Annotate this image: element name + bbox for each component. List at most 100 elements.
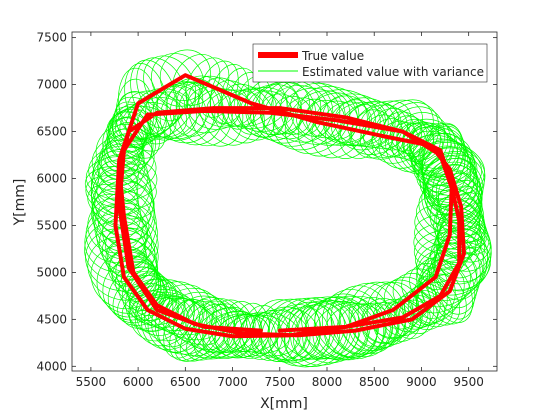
variance-ellipse (415, 236, 471, 276)
y-tick-label: 5500 (36, 218, 67, 232)
variance-ellipse (411, 140, 474, 181)
plot-area-frame (71, 31, 498, 372)
variance-ellipse (233, 87, 285, 138)
variance-ellipse (221, 83, 276, 141)
legend-label-estimate: Estimated value with variance (302, 65, 484, 79)
variance-ellipse (107, 111, 156, 166)
variance-ellipse (159, 49, 211, 101)
variance-ellipse (313, 293, 378, 361)
y-tick-label: 7000 (36, 78, 67, 92)
variance-ellipse (272, 87, 341, 151)
variance-ellipse (246, 90, 294, 136)
variance-ellipse (424, 164, 482, 221)
variance-ellipse (185, 297, 242, 358)
variance-ellipse (418, 184, 483, 238)
variance-ellipse (229, 72, 274, 135)
true-value-path (113, 73, 466, 339)
variance-ellipse (323, 101, 372, 143)
variance-ellipse (349, 100, 412, 155)
variance-ellipse (293, 300, 361, 366)
variance-ellipse (124, 63, 168, 135)
y-tick-label: 6000 (36, 171, 67, 185)
x-tick-label: 5500 (76, 375, 107, 389)
x-axis-label: X[mm] (260, 396, 308, 412)
variance-ellipse (393, 299, 431, 339)
variance-ellipse (373, 301, 414, 345)
variance-ellipse (175, 75, 233, 147)
y-axis: 4000 4500 5000 5500 6000 6500 7000 7500 (36, 31, 497, 373)
variance-ellipse (409, 133, 472, 177)
legend: True value Estimated value with variance (252, 43, 488, 83)
variance-ellipse (88, 145, 157, 193)
variance-ellipse (155, 287, 222, 355)
variance-ellipse (125, 274, 180, 332)
x-tick-label: 6500 (170, 375, 201, 389)
variance-ellipse (187, 75, 244, 147)
variance-ellipse (435, 228, 489, 292)
legend-label-true: True value (301, 49, 364, 63)
variance-ellipse (101, 215, 146, 260)
variance-ellipse (220, 67, 261, 130)
variance-ellipse (253, 82, 316, 144)
x-tick-label: 8000 (312, 375, 343, 389)
variance-ellipse (297, 300, 357, 360)
variance-ellipse (413, 229, 477, 269)
variance-ellipse (105, 226, 146, 269)
y-tick-label: 4500 (36, 312, 67, 326)
variance-ellipse (95, 124, 153, 177)
x-axis: 5500 6000 6500 7000 7500 8000 8500 9000 9500 (76, 32, 484, 389)
variance-ellipse (357, 281, 413, 344)
variance-ellipse (102, 117, 154, 172)
x-tick-label: 9000 (406, 375, 437, 389)
x-tick-label: 7000 (217, 375, 248, 389)
variance-ellipse (172, 54, 221, 106)
variance-ellipse (283, 304, 333, 361)
variance-ellipse (280, 80, 346, 145)
variance-ellipse (130, 59, 178, 129)
variance-ellipse (226, 313, 277, 359)
variance-ellipse (339, 282, 400, 354)
variance-ellipse (290, 302, 345, 360)
variance-ellipse (297, 92, 360, 157)
variance-ellipse (147, 284, 214, 353)
variance-ellipse (429, 250, 476, 320)
variance-ellipse (173, 295, 236, 359)
variance-ellipse (91, 134, 155, 185)
variance-ellipse (96, 203, 158, 267)
variance-ellipse (97, 204, 148, 250)
variance-ellipse (380, 120, 419, 158)
variance-ellipse (371, 99, 434, 164)
variance-ellipse (163, 291, 230, 357)
variance-ellipse (305, 296, 368, 360)
y-tick-label: 5000 (36, 265, 67, 279)
variance-ellipse (151, 297, 195, 348)
variance-ellipse (118, 266, 168, 311)
variance-ellipse (423, 168, 479, 223)
variance-ellipse (198, 298, 249, 358)
x-tick-label: 6000 (123, 375, 154, 389)
variance-ellipse (277, 306, 321, 362)
y-tick-label: 6500 (36, 125, 67, 139)
y-tick-label: 4000 (36, 359, 67, 373)
x-tick-label: 8500 (359, 375, 390, 389)
x-tick-label: 7500 (265, 375, 296, 389)
variance-ellipse (164, 298, 225, 351)
variance-ellipse (276, 301, 341, 368)
variance-ellipse (97, 160, 139, 203)
x-tick-label: 9500 (453, 375, 484, 389)
variance-ellipse (331, 101, 386, 147)
variance-ellipse (360, 99, 423, 160)
y-axis-label: Y[mm] (12, 179, 28, 227)
variance-ellipse (302, 301, 371, 364)
variance-ellipse (269, 308, 309, 363)
variance-ellipse (87, 184, 152, 230)
legend-box (252, 43, 488, 83)
variance-ellipse (249, 81, 310, 136)
variance-ellipse (87, 236, 158, 301)
y-tick-label: 7500 (36, 31, 67, 45)
variance-ellipse (259, 93, 303, 135)
variance-ellipse (339, 101, 400, 151)
true-value-line (113, 73, 466, 339)
variance-ellipse (121, 270, 174, 322)
